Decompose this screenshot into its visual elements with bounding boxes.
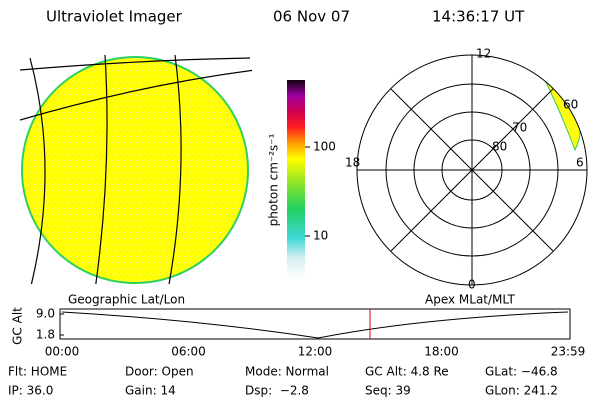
right-label: Apex MLat/MLT	[425, 293, 515, 307]
tick-label: 10	[313, 229, 328, 243]
colorbar	[287, 80, 305, 278]
uv-image	[20, 55, 252, 284]
y-tick-label: 9.0	[36, 306, 55, 320]
info-field: Dsp: −2.8	[245, 384, 309, 398]
x-tick-label: 23:59	[551, 345, 586, 359]
info-field: Gain: 14	[125, 384, 176, 398]
colorbar-label: photon cm⁻²s⁻¹	[267, 133, 281, 226]
y-label: GC Alt	[11, 307, 25, 345]
tick-label: 100	[313, 140, 336, 154]
mlt-label: 18	[345, 156, 360, 170]
x-tick-label: 00:00	[45, 345, 80, 359]
left-label: Geographic Lat/Lon	[68, 293, 185, 307]
lat-label: 70	[512, 121, 527, 135]
colorbar-ticks: 10 100	[305, 140, 336, 243]
polar-plot: 12 18 6 0 60 70 80	[345, 47, 588, 292]
info-field: Seq: 39	[365, 384, 411, 398]
time: 14:36:17 UT	[432, 8, 525, 26]
info-field: GC Alt: 4.8 Re	[365, 365, 449, 379]
footer: Flt: HOME Door: Open Mode: Normal GC Alt: 4…	[8, 365, 558, 398]
y-tick-label: 1.8	[36, 327, 55, 341]
info-field: GLon: 241.2	[485, 384, 558, 398]
mlt-label: 12	[476, 47, 491, 61]
x-tick-label: 12:00	[298, 345, 333, 359]
info-field: GLat: −46.8	[485, 365, 558, 379]
info-field: IP: 36.0	[8, 384, 53, 398]
mlt-label: 6	[576, 156, 584, 170]
title: Ultraviolet Imager	[46, 8, 183, 26]
info-field: Door: Open	[125, 365, 194, 379]
date: 06 Nov 07	[273, 8, 350, 26]
lat-label: 80	[492, 140, 507, 154]
timeline: Geographic Lat/Lon Apex MLat/MLT GC Alt …	[11, 293, 586, 359]
x-tick-label: 06:00	[171, 345, 206, 359]
lat-label: 60	[563, 98, 578, 112]
x-tick-label: 18:00	[424, 345, 459, 359]
mlt-label: 0	[468, 278, 476, 292]
info-field: Flt: HOME	[8, 365, 67, 379]
info-field: Mode: Normal	[245, 365, 329, 379]
